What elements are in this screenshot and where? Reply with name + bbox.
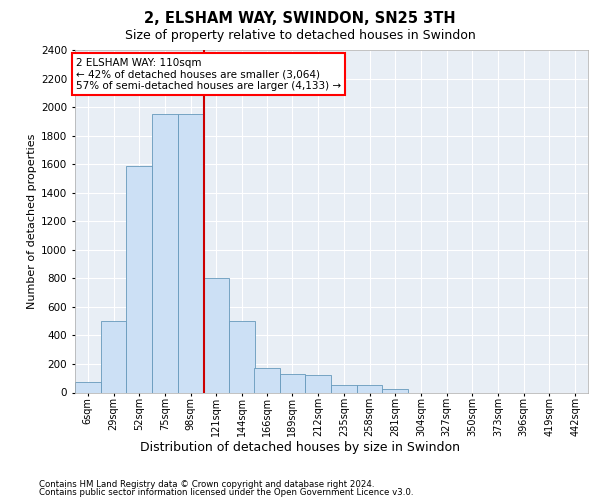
Text: 2 ELSHAM WAY: 110sqm
← 42% of detached houses are smaller (3,064)
57% of semi-de: 2 ELSHAM WAY: 110sqm ← 42% of detached h… — [76, 58, 341, 90]
Bar — [356, 386, 382, 392]
Bar — [101, 321, 127, 392]
Bar — [178, 114, 203, 392]
Bar — [127, 166, 152, 392]
Text: 2, ELSHAM WAY, SWINDON, SN25 3TH: 2, ELSHAM WAY, SWINDON, SN25 3TH — [144, 11, 456, 26]
Bar — [382, 389, 408, 392]
Bar — [331, 384, 356, 392]
Bar — [152, 114, 178, 392]
Y-axis label: Number of detached properties: Number of detached properties — [27, 134, 37, 309]
Bar — [229, 321, 255, 392]
Text: Contains HM Land Registry data © Crown copyright and database right 2024.: Contains HM Land Registry data © Crown c… — [39, 480, 374, 489]
Bar — [280, 374, 305, 392]
Bar — [305, 376, 331, 392]
Text: Distribution of detached houses by size in Swindon: Distribution of detached houses by size … — [140, 441, 460, 454]
Text: Contains public sector information licensed under the Open Government Licence v3: Contains public sector information licen… — [39, 488, 413, 497]
Bar — [75, 382, 101, 392]
Text: Size of property relative to detached houses in Swindon: Size of property relative to detached ho… — [125, 29, 475, 42]
Bar — [254, 368, 280, 392]
Bar — [203, 278, 229, 392]
